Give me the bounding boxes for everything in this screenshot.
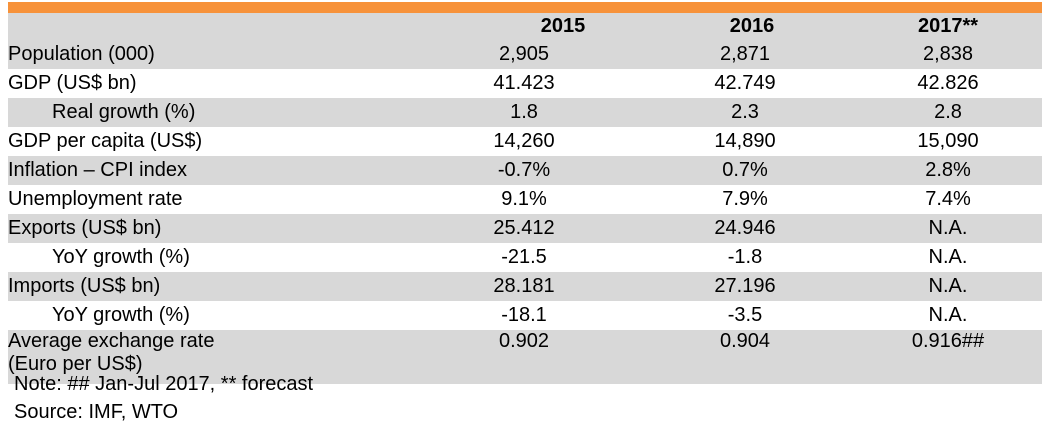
cell-2016: 14,890 xyxy=(714,130,776,152)
row-label-line1: Average exchange rate xyxy=(8,330,215,352)
row-label: Exports (US$ bn) xyxy=(8,214,412,243)
table-row: Population (000) 2,905 2,871 2,838 xyxy=(8,40,1042,69)
row-label: Population (000) xyxy=(8,40,412,69)
cell-2015: -0.7% xyxy=(412,156,636,185)
cell-2017: N.A. xyxy=(928,304,968,326)
cell-2015: 0.902 xyxy=(412,330,636,384)
cell-2017: N.A. xyxy=(854,214,1042,243)
header-label-cell xyxy=(8,13,412,40)
table-row: Real growth (%) 1.8 2.3 2.8 xyxy=(8,98,1042,127)
cell-2015: 14,260 xyxy=(493,130,555,152)
cell-2015: -21.5 xyxy=(501,246,547,268)
table-row: Exports (US$ bn) 25.412 24.946 N.A. xyxy=(8,214,1042,243)
row-label: GDP per capita (US$) xyxy=(8,130,203,152)
table-footnotes: Note: ## Jan-Jul 2017, ** forecast Sourc… xyxy=(14,370,313,426)
cell-2016: 0.7% xyxy=(636,156,854,185)
table-row: GDP per capita (US$) 14,260 14,890 15,09… xyxy=(8,127,1042,156)
cell-2015: 25.412 xyxy=(412,214,636,243)
footnote-note: Note: ## Jan-Jul 2017, ** forecast xyxy=(14,373,314,395)
row-label-multiline: Average exchange rate (Euro per US$) xyxy=(8,330,412,384)
cell-2015: 2,905 xyxy=(412,40,636,69)
footnote-source: Source: IMF, WTO xyxy=(14,401,179,423)
table-row: GDP (US$ bn) 41.423 42.749 42.826 xyxy=(8,69,1042,98)
cell-2016: 0.904 xyxy=(636,330,854,384)
table-header-row: 2015 2016 2017** xyxy=(8,13,1042,40)
cell-2016: -3.5 xyxy=(727,304,763,326)
cell-2017: N.A. xyxy=(854,272,1042,301)
row-label: Imports (US$ bn) xyxy=(8,272,412,301)
cell-2016: 24.946 xyxy=(636,214,854,243)
row-label: Inflation – CPI index xyxy=(8,156,412,185)
row-label: GDP (US$ bn) xyxy=(8,72,137,94)
table-row: Average exchange rate (Euro per US$) 0.9… xyxy=(8,330,1042,384)
cell-2017: 42.826 xyxy=(917,72,979,94)
cell-2016: 2.3 xyxy=(636,98,854,127)
cell-2015: 9.1% xyxy=(501,188,547,210)
cell-2017: 2.8% xyxy=(854,156,1042,185)
cell-2017: 15,090 xyxy=(917,130,979,152)
table-row: Unemployment rate 9.1% 7.9% 7.4% xyxy=(8,185,1042,214)
cell-2017: 2.8 xyxy=(854,98,1042,127)
cell-2017: 7.4% xyxy=(925,188,971,210)
cell-2016: -1.8 xyxy=(727,246,763,268)
table-row: Inflation – CPI index -0.7% 0.7% 2.8% xyxy=(8,156,1042,185)
cell-2016: 2,871 xyxy=(636,40,854,69)
cell-2016: 7.9% xyxy=(722,188,768,210)
header-accent-bar xyxy=(8,2,1042,13)
cell-2015: -18.1 xyxy=(501,304,547,326)
economic-indicators-table: 2015 2016 2017** Population (000) 2,905 … xyxy=(8,13,1042,384)
cell-2017: 0.916## xyxy=(854,330,1042,384)
header-year-2017: 2017** xyxy=(854,13,1042,40)
row-label: YoY growth (%) xyxy=(52,304,190,326)
cell-2015: 1.8 xyxy=(412,98,636,127)
row-label: Real growth (%) xyxy=(8,98,412,127)
header-year-2016: 2016 xyxy=(636,13,854,40)
cell-2015: 41.423 xyxy=(493,72,555,94)
row-label: YoY growth (%) xyxy=(52,246,190,268)
cell-2016: 42.749 xyxy=(714,72,776,94)
table-row: Imports (US$ bn) 28.181 27.196 N.A. xyxy=(8,272,1042,301)
cell-2017: N.A. xyxy=(928,246,968,268)
row-label: Unemployment rate xyxy=(8,188,183,210)
cell-2016: 27.196 xyxy=(636,272,854,301)
cell-2015: 28.181 xyxy=(412,272,636,301)
row-label-line2: (Euro per US$) xyxy=(8,353,143,375)
header-year-2015: 2015 xyxy=(412,13,636,40)
cell-2017: 2,838 xyxy=(854,40,1042,69)
table-row: YoY growth (%) -18.1 -3.5 N.A. xyxy=(8,301,1042,330)
table-row: YoY growth (%) -21.5 -1.8 N.A. xyxy=(8,243,1042,272)
